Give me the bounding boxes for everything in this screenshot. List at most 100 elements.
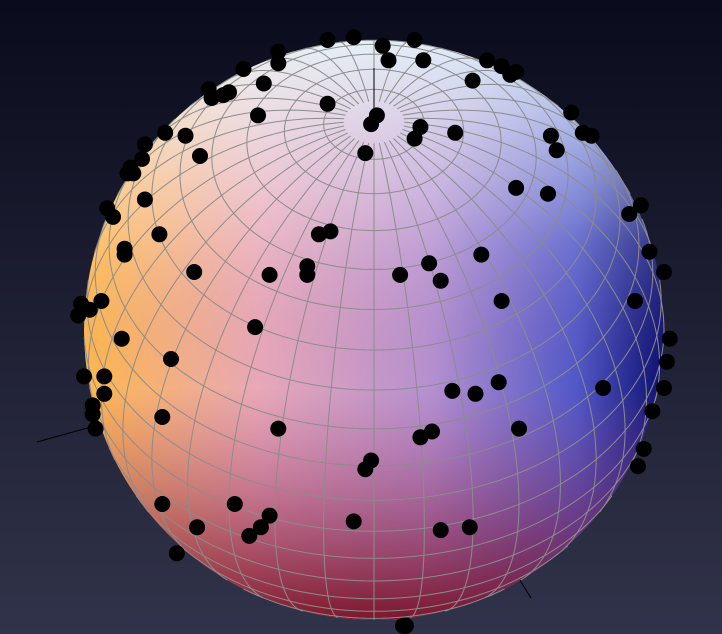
point: [406, 32, 423, 48]
grid-line: [100, 129, 346, 461]
grid-line: [179, 545, 375, 612]
point: [374, 37, 391, 54]
grid-line: [402, 129, 648, 461]
point: [168, 545, 185, 562]
point: [357, 145, 374, 162]
point: [392, 266, 409, 283]
point: [93, 293, 110, 309]
point: [542, 127, 559, 144]
point: [136, 136, 153, 153]
point: [81, 301, 98, 318]
grid-line: [373, 386, 659, 559]
point: [644, 403, 661, 420]
point: [635, 440, 652, 457]
point: [508, 63, 525, 80]
point: [177, 127, 194, 144]
grid-line: [396, 83, 559, 110]
grid-line: [396, 135, 597, 551]
grid-line: [151, 97, 348, 144]
grid-line: [87, 125, 345, 401]
grid-line: [373, 495, 613, 600]
point: [157, 124, 174, 141]
grid-line: [83, 121, 344, 323]
point: [479, 52, 496, 69]
point: [447, 124, 464, 141]
point: [319, 32, 336, 48]
point: [632, 197, 649, 214]
point: [96, 385, 113, 402]
point: [105, 208, 121, 225]
point: [490, 374, 507, 391]
point: [247, 319, 264, 336]
point: [641, 243, 658, 260]
point: [461, 519, 478, 536]
point: [189, 519, 206, 536]
grid-line: [373, 545, 569, 612]
point: [406, 130, 423, 147]
point: [87, 420, 104, 437]
point: [151, 226, 168, 243]
point: [540, 185, 556, 202]
point: [250, 107, 266, 124]
point: [432, 272, 449, 289]
point: [380, 52, 397, 69]
grid-line: [373, 329, 665, 532]
grid-line: [94, 218, 375, 467]
point: [621, 206, 638, 222]
point: [345, 513, 362, 530]
grid-line: [400, 97, 597, 144]
point: [464, 72, 481, 89]
point: [299, 266, 316, 283]
point: [186, 264, 203, 280]
point: [255, 75, 272, 92]
grid-line: [400, 132, 626, 513]
point: [270, 55, 287, 72]
grid-line: [373, 118, 621, 391]
grid-line: [383, 141, 474, 612]
point: [84, 406, 101, 423]
point: [322, 223, 339, 240]
point: [136, 191, 153, 208]
point: [473, 246, 490, 263]
point: [96, 368, 113, 385]
grid-line: [402, 109, 631, 195]
point: [226, 496, 243, 512]
point: [444, 382, 461, 399]
point: [629, 458, 646, 475]
point: [656, 380, 672, 396]
point: [627, 293, 643, 309]
point: [432, 522, 449, 539]
grid-line: [388, 57, 482, 105]
point: [345, 29, 362, 46]
point: [270, 43, 287, 60]
point: [319, 95, 336, 112]
grid-line: [228, 140, 360, 599]
point: [154, 409, 171, 425]
point: [261, 266, 278, 283]
point: [415, 52, 432, 69]
point: [116, 246, 133, 263]
point: [412, 429, 429, 446]
grid-line: [388, 140, 520, 599]
grid-line: [393, 138, 561, 581]
points: [70, 29, 678, 634]
point: [563, 104, 580, 121]
grid-line: [338, 41, 370, 102]
point: [421, 255, 438, 272]
grid-line: [323, 142, 370, 619]
point: [134, 150, 150, 167]
point: [163, 351, 179, 367]
point: [467, 385, 484, 402]
point: [658, 353, 675, 370]
grid-line: [122, 132, 348, 513]
point: [511, 420, 527, 437]
grid-line: [305, 47, 365, 103]
point: [154, 496, 171, 512]
grid-line: [373, 73, 597, 351]
point: [508, 179, 525, 196]
point: [113, 330, 130, 347]
point: [192, 148, 208, 164]
grid-line: [404, 121, 665, 331]
point: [656, 264, 672, 280]
